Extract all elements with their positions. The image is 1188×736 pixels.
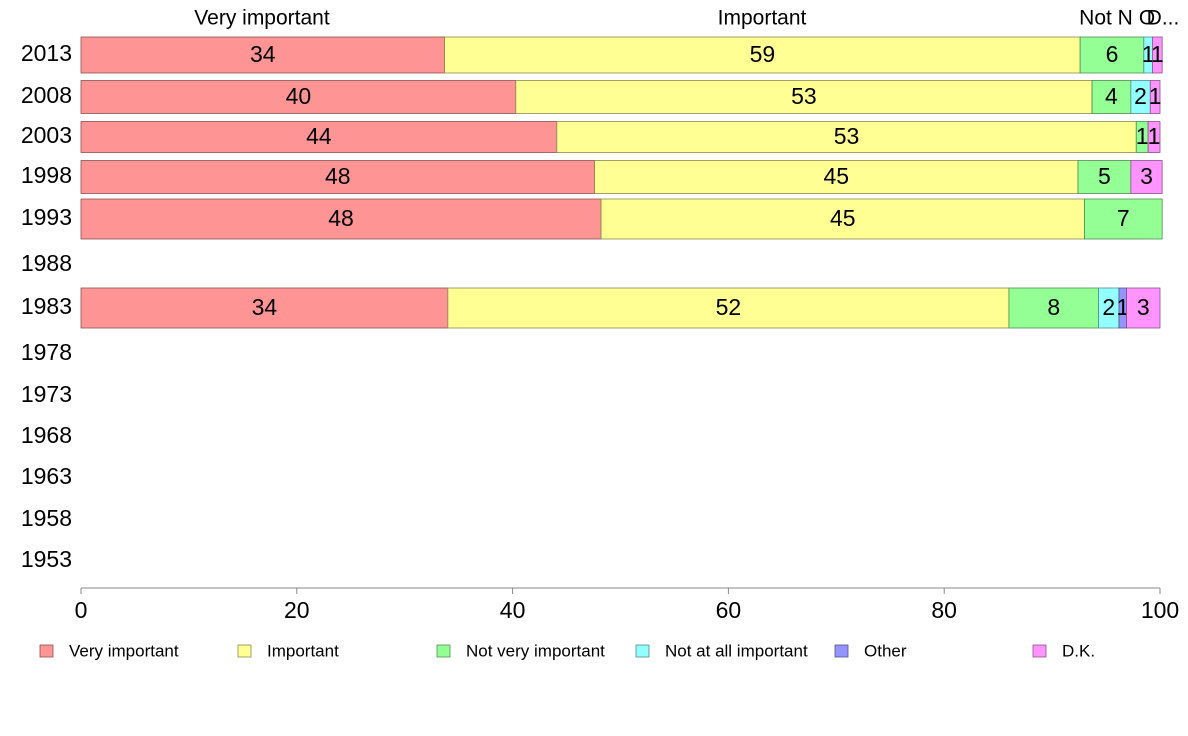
data-label: 3	[1140, 163, 1153, 189]
legend-label: Not very important	[466, 641, 605, 660]
legend: Very important Important Not very importan…	[39, 641, 1095, 660]
bar-segment	[1130, 160, 1163, 194]
bar-segment	[1149, 80, 1161, 114]
data-label: 7	[1117, 205, 1130, 231]
x-tick-label: 60	[716, 597, 742, 623]
data-label: 8	[1047, 294, 1060, 320]
data-label: 53	[834, 123, 860, 149]
year-label: 2013	[21, 40, 72, 66]
bar-segment	[515, 80, 1093, 114]
bar-segment	[1091, 80, 1132, 114]
x-tick-label: 100	[1141, 597, 1179, 623]
legend-item: D.K.	[1032, 641, 1095, 660]
year-label: 1963	[21, 463, 72, 489]
bar-segment	[80, 160, 596, 194]
legend-item: Not at all important	[635, 641, 808, 660]
column-header: D...	[1147, 7, 1180, 30]
legend-item: Other	[834, 641, 907, 660]
data-label: 52	[716, 294, 742, 320]
legend-item: Very important	[39, 641, 179, 660]
legend-label: D.K.	[1062, 641, 1095, 660]
data-label: 34	[252, 294, 278, 320]
data-label: 34	[250, 41, 276, 67]
y-axis-labels: 2013 2008 2003 1998 1993 1988 1983 1978 1973 1968…	[21, 40, 72, 572]
data-label: 48	[325, 163, 351, 189]
data-label: 40	[286, 83, 312, 109]
column-header: O	[1139, 7, 1155, 30]
legend-item: Important	[237, 641, 339, 660]
legend-swatch	[436, 644, 451, 658]
year-label: 2003	[21, 122, 72, 148]
data-label: 45	[830, 205, 856, 231]
data-label: 1	[1142, 41, 1155, 67]
data-label: 2	[1102, 294, 1115, 320]
legend-swatch	[237, 644, 252, 658]
column-header: Very important	[194, 7, 330, 30]
x-tick-label: 40	[500, 597, 526, 623]
data-label: 4	[1105, 83, 1118, 109]
legend-swatch	[834, 644, 849, 658]
data-label: 5	[1098, 163, 1111, 189]
data-label: 1	[1149, 83, 1162, 109]
legend-swatch	[635, 644, 650, 658]
data-label: 6	[1106, 41, 1119, 67]
bar-segment	[1126, 287, 1161, 329]
column-header: Important	[718, 7, 807, 30]
x-tick-label: 80	[931, 597, 957, 623]
bar-segment	[80, 80, 517, 114]
bar-segment	[556, 121, 1137, 153]
year-label: 1988	[21, 250, 72, 276]
legend-label: Not at all important	[665, 641, 808, 660]
data-label: 48	[328, 205, 354, 231]
data-label: 3	[1137, 294, 1150, 320]
data-label: 1	[1136, 123, 1149, 149]
x-tick-label: 0	[75, 597, 88, 623]
legend-swatch	[39, 644, 54, 658]
year-label: 1953	[21, 546, 72, 572]
bar-segment	[1152, 36, 1163, 74]
data-label: 59	[750, 41, 776, 67]
legend-item: Not very important	[436, 641, 605, 660]
x-axis: 0 20 40 60 80 100	[75, 587, 1179, 623]
bar-segment	[444, 36, 1081, 74]
bar-segment	[1084, 198, 1163, 240]
bar-segment	[600, 198, 1085, 240]
year-label: 1998	[21, 162, 72, 188]
bar-segment	[594, 160, 1079, 194]
legend-label: Important	[267, 641, 339, 660]
legend-label: Other	[864, 641, 907, 660]
bar-segment	[80, 198, 602, 240]
bar-segment	[1147, 121, 1161, 153]
year-label: 1983	[21, 293, 72, 319]
data-label: 1	[1151, 41, 1164, 67]
year-label: 1958	[21, 505, 72, 531]
column-headers: Very important Important Not N OD...	[194, 7, 1179, 30]
data-label: 53	[791, 83, 817, 109]
data-label: 44	[306, 123, 332, 149]
year-label: 1968	[21, 422, 72, 448]
bar-segment	[80, 287, 449, 329]
column-header: Not N	[1079, 7, 1133, 30]
legend-swatch	[1032, 644, 1047, 658]
data-label: 2	[1134, 83, 1147, 109]
year-label: 1973	[21, 381, 72, 407]
year-label: 1978	[21, 339, 72, 365]
legend-label: Very important	[69, 641, 179, 660]
year-label: 1993	[21, 204, 72, 230]
bar-segment	[447, 287, 1010, 329]
bar-segment	[1077, 160, 1132, 194]
year-label: 2008	[21, 82, 72, 108]
data-label: 45	[824, 163, 850, 189]
x-tick-label: 20	[284, 597, 310, 623]
data-label: 1	[1116, 294, 1129, 320]
data-label: 1	[1148, 123, 1161, 149]
